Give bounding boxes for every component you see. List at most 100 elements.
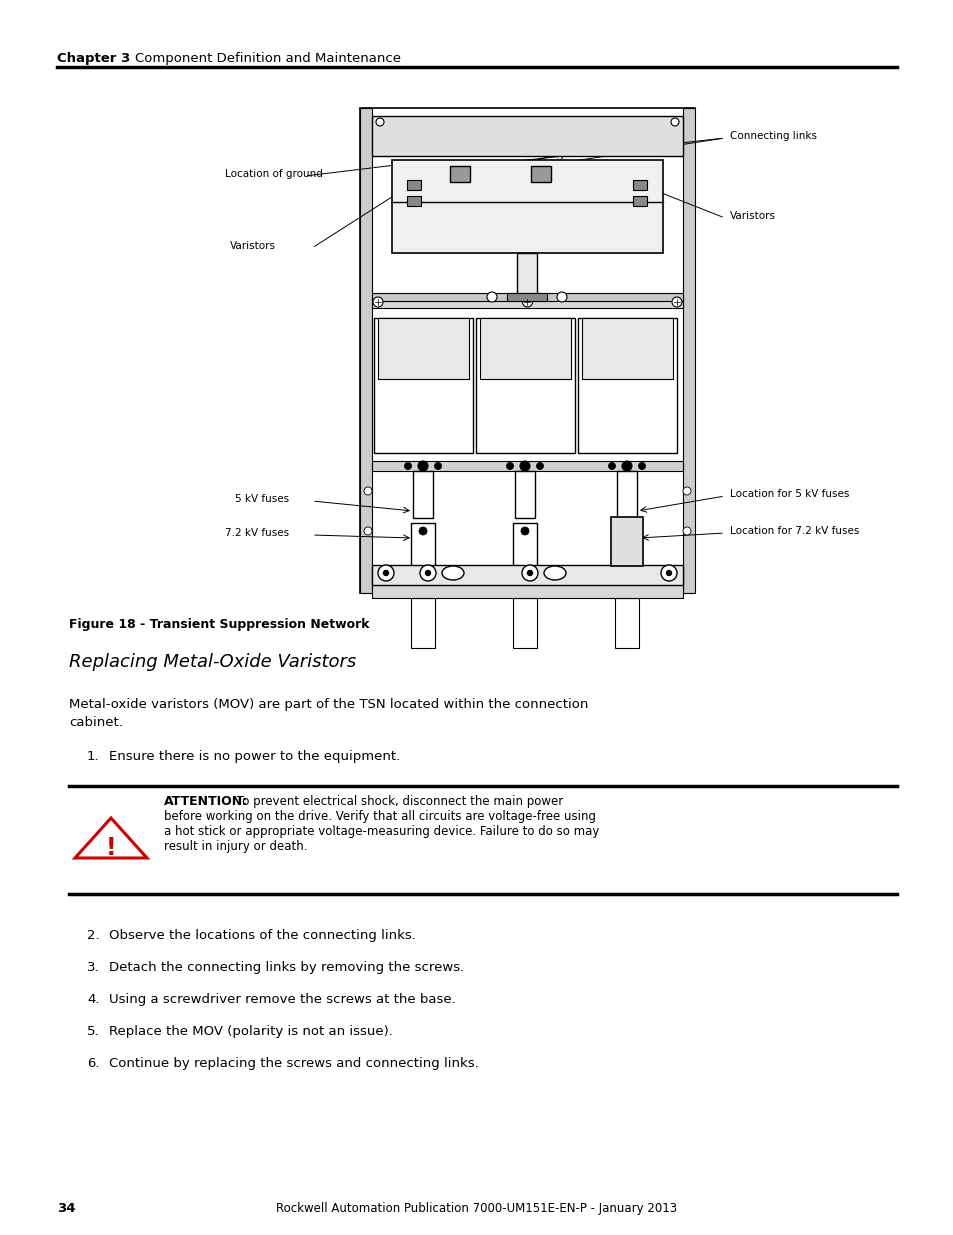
Circle shape — [670, 119, 679, 126]
Bar — [513, 598, 537, 648]
Bar — [372, 573, 682, 598]
Circle shape — [418, 527, 427, 535]
Bar — [633, 196, 646, 206]
Bar — [372, 461, 682, 471]
Text: 5 kV fuses: 5 kV fuses — [234, 494, 289, 504]
Circle shape — [536, 462, 543, 469]
Text: 5.: 5. — [87, 1025, 99, 1037]
Text: Replacing Metal-Oxide Varistors: Replacing Metal-Oxide Varistors — [69, 653, 355, 671]
Circle shape — [621, 461, 631, 471]
Bar — [581, 317, 672, 379]
Text: Connecting links: Connecting links — [729, 131, 816, 141]
Text: cabinet.: cabinet. — [69, 716, 123, 729]
Text: Rockwell Automation Publication 7000-UM151E-EN-P - January 2013: Rockwell Automation Publication 7000-UM1… — [276, 1202, 677, 1215]
Circle shape — [557, 291, 566, 303]
Bar — [372, 293, 682, 301]
Text: Detach the connecting links by removing the screws.: Detach the connecting links by removing … — [109, 961, 464, 974]
Text: Component Definition and Maintenance: Component Definition and Maintenance — [135, 52, 400, 65]
Bar — [374, 317, 473, 453]
Text: Replace the MOV (polarity is not an issue).: Replace the MOV (polarity is not an issu… — [109, 1025, 393, 1037]
Circle shape — [419, 564, 436, 580]
Circle shape — [671, 296, 681, 308]
Ellipse shape — [543, 566, 565, 580]
Text: before working on the drive. Verify that all circuits are voltage-free using: before working on the drive. Verify that… — [164, 810, 596, 823]
Bar — [449, 165, 469, 182]
Bar — [372, 298, 682, 308]
Bar — [392, 161, 662, 253]
Circle shape — [364, 527, 372, 535]
Circle shape — [417, 461, 428, 471]
Circle shape — [486, 291, 497, 303]
Circle shape — [527, 571, 532, 576]
Bar — [610, 517, 642, 566]
Bar — [531, 165, 551, 182]
Circle shape — [425, 571, 430, 576]
Circle shape — [660, 564, 677, 580]
Circle shape — [404, 462, 411, 469]
Circle shape — [519, 461, 530, 471]
Text: Figure 18 - Transient Suppression Network: Figure 18 - Transient Suppression Networ… — [69, 618, 369, 631]
Circle shape — [521, 564, 537, 580]
Text: Location of ground: Location of ground — [225, 169, 322, 179]
Text: Varistors: Varistors — [729, 211, 775, 221]
Circle shape — [434, 462, 441, 469]
Text: 2.: 2. — [87, 929, 99, 942]
Circle shape — [375, 119, 384, 126]
Circle shape — [364, 487, 372, 495]
Bar — [407, 180, 420, 190]
Bar — [372, 564, 682, 585]
Text: To prevent electrical shock, disconnect the main power: To prevent electrical shock, disconnect … — [236, 795, 562, 808]
Bar — [617, 471, 637, 517]
Bar — [411, 522, 435, 568]
Text: 6.: 6. — [87, 1057, 99, 1070]
Text: Metal-oxide varistors (MOV) are part of the TSN located within the connection: Metal-oxide varistors (MOV) are part of … — [69, 698, 588, 711]
Text: ATTENTION:: ATTENTION: — [164, 795, 248, 808]
Text: 4.: 4. — [87, 993, 99, 1007]
Text: result in injury or death.: result in injury or death. — [164, 840, 307, 853]
Bar — [633, 180, 646, 190]
Bar — [479, 317, 571, 379]
Text: Location for 5 kV fuses: Location for 5 kV fuses — [729, 489, 848, 499]
Circle shape — [506, 462, 513, 469]
Circle shape — [522, 296, 532, 308]
Bar — [377, 317, 469, 379]
Circle shape — [638, 462, 645, 469]
Text: a hot stick or appropriate voltage-measuring device. Failure to do so may: a hot stick or appropriate voltage-measu… — [164, 825, 598, 839]
Circle shape — [666, 571, 671, 576]
Text: 7.2 kV fuses: 7.2 kV fuses — [225, 529, 289, 538]
Bar — [513, 522, 537, 568]
Circle shape — [682, 487, 690, 495]
Bar — [615, 598, 639, 648]
Ellipse shape — [441, 566, 463, 580]
Bar — [578, 317, 677, 453]
Bar — [615, 522, 639, 568]
Circle shape — [622, 527, 630, 535]
Bar — [372, 116, 682, 156]
Bar — [682, 107, 695, 593]
Text: !: ! — [106, 836, 116, 860]
Circle shape — [682, 527, 690, 535]
Text: Continue by replacing the screws and connecting links.: Continue by replacing the screws and con… — [109, 1057, 478, 1070]
Text: Location for 7.2 kV fuses: Location for 7.2 kV fuses — [729, 526, 859, 536]
Circle shape — [520, 527, 529, 535]
Circle shape — [377, 564, 394, 580]
Bar — [413, 471, 433, 517]
Bar — [506, 293, 546, 301]
Text: 3.: 3. — [87, 961, 99, 974]
Circle shape — [608, 462, 615, 469]
Bar — [359, 107, 695, 593]
Circle shape — [383, 571, 388, 576]
Bar — [517, 253, 537, 303]
Text: Chapter 3: Chapter 3 — [57, 52, 131, 65]
Bar — [476, 317, 575, 453]
Text: 34: 34 — [57, 1202, 75, 1215]
Bar — [359, 107, 372, 593]
Circle shape — [373, 296, 382, 308]
Bar — [515, 471, 535, 517]
Polygon shape — [75, 818, 147, 858]
Text: Using a screwdriver remove the screws at the base.: Using a screwdriver remove the screws at… — [109, 993, 456, 1007]
Bar — [411, 598, 435, 648]
Text: Observe the locations of the connecting links.: Observe the locations of the connecting … — [109, 929, 416, 942]
Text: Varistors: Varistors — [230, 241, 275, 251]
Bar — [407, 196, 420, 206]
